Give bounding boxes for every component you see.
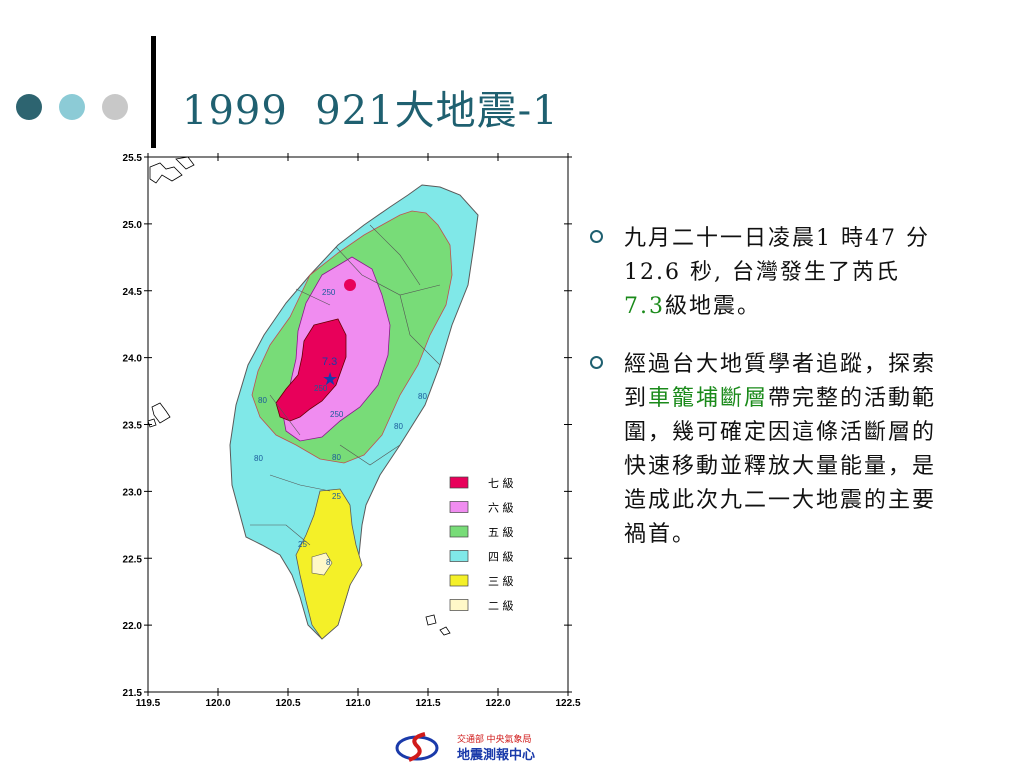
legend-swatch xyxy=(449,476,469,489)
magnitude-highlight: 7.3 xyxy=(624,294,665,319)
cwb-seismology-center-logo: 交通部 中央氣象局 地震測報中心 xyxy=(395,732,535,762)
legend-label: 七 級 xyxy=(488,477,514,490)
bullet-2-text: 經過台大地質學者追蹤，探索到車籠埔斷層帶完整的活動範圍，幾可確定因這條活斷層的快… xyxy=(624,352,937,547)
taiwan-level-7 xyxy=(275,318,347,422)
contour-label: 8 xyxy=(326,558,331,567)
y-tick-label: 23.5 xyxy=(123,421,143,432)
contour-label: 80 xyxy=(394,422,403,431)
penghu-islands xyxy=(151,402,171,424)
contour-label: 250 xyxy=(322,288,336,297)
bullet-1: 九月二十一日凌晨1 時47 分 12.6 秒, 台灣發生了芮氏7.3級地震。 xyxy=(590,222,1010,324)
contour-label: 80 xyxy=(258,396,267,405)
epicenter-star-icon: ★ xyxy=(322,369,338,390)
x-tick-label: 120.0 xyxy=(205,698,230,709)
intensity-legend: 七 級六 級五 級四 級三 級二 級 xyxy=(449,476,514,613)
bullet-marker xyxy=(590,230,603,243)
decorative-dots xyxy=(16,94,128,120)
logo-s-icon xyxy=(408,732,426,762)
dot-gray xyxy=(102,94,128,120)
y-tick-label: 25.5 xyxy=(123,153,143,164)
green-island xyxy=(439,626,451,636)
bullet-1-text: 九月二十一日凌晨1 時47 分 12.6 秒, 台灣發生了芮氏7.3級地震。 xyxy=(624,226,930,319)
contour-label: 80 xyxy=(332,453,341,462)
legend-swatch xyxy=(449,550,469,562)
legend-swatch xyxy=(449,599,469,611)
y-tick-label: 25.0 xyxy=(123,220,143,231)
contour-label: 25 xyxy=(298,540,307,549)
legend-swatch xyxy=(449,574,469,587)
logo-line2: 地震測報中心 xyxy=(457,747,535,762)
logo-line1: 交通部 中央氣象局 xyxy=(457,733,532,744)
slide-title: 1999 921大地震-1 xyxy=(182,88,559,134)
x-tick-label: 120.5 xyxy=(275,698,300,709)
x-tick-label: 122.0 xyxy=(485,698,510,709)
title-divider xyxy=(151,36,156,148)
contour-label: 80 xyxy=(418,392,427,401)
dot-light-blue xyxy=(59,94,85,120)
earthquake-intensity-map: 25.5 25.0 24.5 24.0 23.5 23.0 22.5 22.0 21.5 119… xyxy=(123,153,581,709)
epicenter-label: 7.3 xyxy=(322,356,337,368)
y-axis-ticks: 25.5 25.0 24.5 24.0 23.5 23.0 22.5 22.0 21.5 xyxy=(123,153,572,699)
x-axis-ticks: 119.5 120.0 120.5 121.0 121.5 122.0 122.5 xyxy=(136,153,581,709)
legend-swatch xyxy=(449,501,469,513)
contour-label: 25 xyxy=(332,492,341,501)
dot-dark xyxy=(16,94,42,120)
fault-name-highlight: 車籠埔斷層 xyxy=(648,386,769,411)
x-tick-label: 121.0 xyxy=(345,698,370,709)
bullet-marker xyxy=(590,356,603,369)
y-tick-label: 24.5 xyxy=(123,287,143,298)
contour-label: 250 xyxy=(330,410,344,419)
taiwan-level-2 xyxy=(311,552,333,576)
y-tick-label: 24.0 xyxy=(123,354,143,365)
contour-label: 250 xyxy=(314,384,328,393)
x-tick-label: 121.5 xyxy=(415,698,440,709)
legend-label: 二 級 xyxy=(488,600,514,613)
legend-label: 六 級 xyxy=(488,502,514,515)
x-tick-label: 119.5 xyxy=(136,698,161,709)
y-tick-label: 21.5 xyxy=(123,688,143,699)
legend-label: 四 級 xyxy=(488,551,514,564)
x-tick-label: 122.5 xyxy=(555,698,580,709)
orchid-island xyxy=(425,614,437,626)
y-tick-label: 22.0 xyxy=(123,621,143,632)
legend-swatch xyxy=(449,525,469,538)
bullet-list: 九月二十一日凌晨1 時47 分 12.6 秒, 台灣發生了芮氏7.3級地震。 經… xyxy=(590,222,1010,576)
y-tick-label: 22.5 xyxy=(123,554,143,565)
kinmen-island xyxy=(147,418,157,428)
legend-label: 三 級 xyxy=(488,575,514,588)
matsu-island xyxy=(175,156,195,170)
legend-label: 五 級 xyxy=(488,526,514,539)
contour-label: 80 xyxy=(254,454,263,463)
county-boundaries xyxy=(250,224,441,546)
contour-labels: 250 250 250 80 80 80 80 80 25 25 8 xyxy=(254,288,427,567)
level-7-spot xyxy=(344,279,356,291)
bullet-2: 經過台大地質學者追蹤，探索到車籠埔斷層帶完整的活動範圍，幾可確定因這條活斷層的快… xyxy=(590,348,1010,552)
y-tick-label: 23.0 xyxy=(123,487,143,498)
china-coast xyxy=(149,162,183,184)
